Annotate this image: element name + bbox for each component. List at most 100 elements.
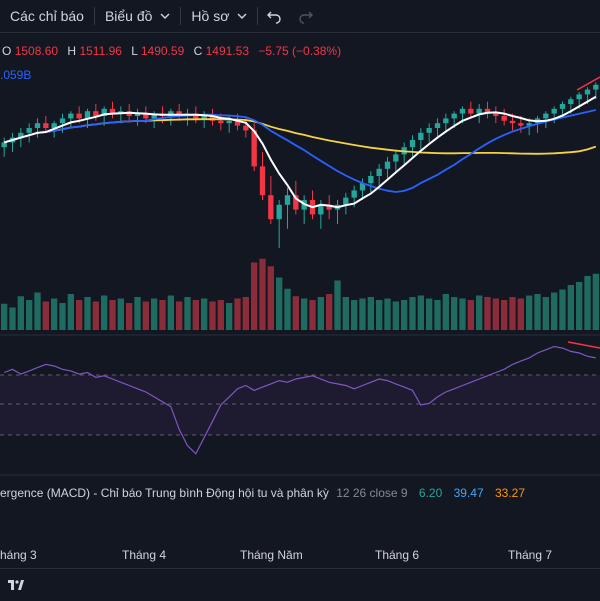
volume-bar <box>492 298 499 330</box>
volume-bar <box>301 298 308 330</box>
trendline-oscillator[interactable] <box>567 341 600 349</box>
volume-bar <box>201 298 208 330</box>
time-axis[interactable]: háng 3 Tháng 4 Tháng Năm Tháng 6 Tháng 7 <box>0 540 600 568</box>
high-value: 1511.96 <box>79 44 122 58</box>
moving-average-fast-line <box>3 95 597 209</box>
indicators-button[interactable]: Các chỉ báo <box>0 0 94 32</box>
candlestick <box>418 128 424 150</box>
volume-bar <box>417 295 424 330</box>
volume-bar <box>101 295 108 330</box>
candlestick <box>9 132 16 152</box>
volume-bar <box>517 298 524 330</box>
volume-bar <box>592 273 599 330</box>
toolbar-divider <box>257 7 259 25</box>
x-tick-label: háng 3 <box>0 548 37 562</box>
volume-bar <box>284 288 291 330</box>
candlestick <box>326 195 332 220</box>
volume-bar <box>426 298 433 330</box>
volume-bar <box>242 297 249 330</box>
tradingview-logo-icon[interactable] <box>6 574 26 594</box>
candlestick <box>34 118 41 138</box>
volume-bar <box>567 285 574 330</box>
volume-bar <box>267 266 274 330</box>
indicators-label: Các chỉ báo <box>10 8 84 24</box>
volume-bar <box>542 297 549 330</box>
candlestick <box>43 116 49 133</box>
x-tick-label: Tháng 6 <box>375 548 420 562</box>
candlestick <box>484 101 491 119</box>
volume-bar <box>509 297 516 330</box>
candlestick <box>334 200 341 224</box>
volume-bar <box>467 300 474 330</box>
volume-bar <box>326 294 333 330</box>
undo-button[interactable] <box>258 0 290 32</box>
close-key: C <box>193 44 203 58</box>
change-value: −5.75 (−0.38%) <box>258 44 342 58</box>
volume-bar <box>126 303 133 330</box>
candlestick <box>359 178 366 200</box>
chart-menu-button[interactable]: Biểu đồ <box>95 0 180 32</box>
volume-bar <box>42 301 49 330</box>
moving-average-mid-line <box>3 109 597 193</box>
volume-bar <box>134 297 141 330</box>
candlestick <box>343 192 349 215</box>
volume-bar <box>476 295 483 330</box>
candlestick <box>134 108 141 126</box>
oscillator-line <box>3 345 596 455</box>
volume-bar <box>401 300 408 330</box>
candlestick <box>593 82 599 100</box>
volume-bar <box>184 297 191 330</box>
chevron-down-icon <box>160 13 170 19</box>
volume-bar <box>142 301 149 330</box>
volume-bar <box>559 289 566 330</box>
candlestick <box>501 108 507 126</box>
volume-bar <box>342 297 349 330</box>
volume-bar <box>226 303 233 330</box>
candlestick <box>184 108 191 126</box>
volume-bar <box>117 298 124 330</box>
volume-bar <box>534 294 541 330</box>
profile-menu-button[interactable]: Hồ sơ <box>181 0 257 32</box>
candlestick <box>259 152 266 200</box>
volume-bar <box>501 300 508 330</box>
volume-bar <box>334 280 341 330</box>
redo-button[interactable] <box>290 0 322 32</box>
volume-bar <box>351 300 358 330</box>
volume-bar <box>442 294 449 330</box>
redo-icon <box>299 11 314 24</box>
volume-bar <box>317 297 324 330</box>
candlestick <box>268 176 274 224</box>
low-value: 1490.59 <box>140 44 185 58</box>
bottom-bar <box>0 568 600 601</box>
toolbar-divider <box>93 7 95 25</box>
candlestick <box>493 106 499 124</box>
volume-bar <box>192 300 199 330</box>
volume-bar <box>34 292 41 330</box>
x-tick-label: Tháng Năm <box>240 548 303 562</box>
volume-bar <box>59 303 66 330</box>
macd-legend[interactable]: ergence (MACD) - Chỉ báo Trung bình Động… <box>0 486 525 500</box>
volume-bar <box>276 277 283 330</box>
candlestick <box>68 111 74 128</box>
candlestick <box>176 104 182 121</box>
volume-bar <box>409 297 416 330</box>
volume-bar <box>26 300 33 330</box>
macd-value-3: 33.27 <box>495 486 526 500</box>
oscillator-band <box>0 375 600 435</box>
volume-bar <box>584 276 591 330</box>
candlestick <box>384 156 391 179</box>
volume-bar <box>459 298 466 330</box>
open-value: 1508.60 <box>14 44 59 58</box>
volume-bar <box>151 298 158 330</box>
volume-bar <box>576 282 583 330</box>
volume-bar <box>292 296 299 330</box>
volume-bar <box>84 297 91 330</box>
macd-params: 12 26 close 9 <box>336 486 408 500</box>
volume-bar <box>217 300 224 330</box>
candlestick <box>401 142 407 164</box>
volume-bar <box>76 300 83 330</box>
candlestick <box>368 171 374 193</box>
volume-bar <box>392 301 399 330</box>
trendline-price[interactable] <box>576 76 600 91</box>
